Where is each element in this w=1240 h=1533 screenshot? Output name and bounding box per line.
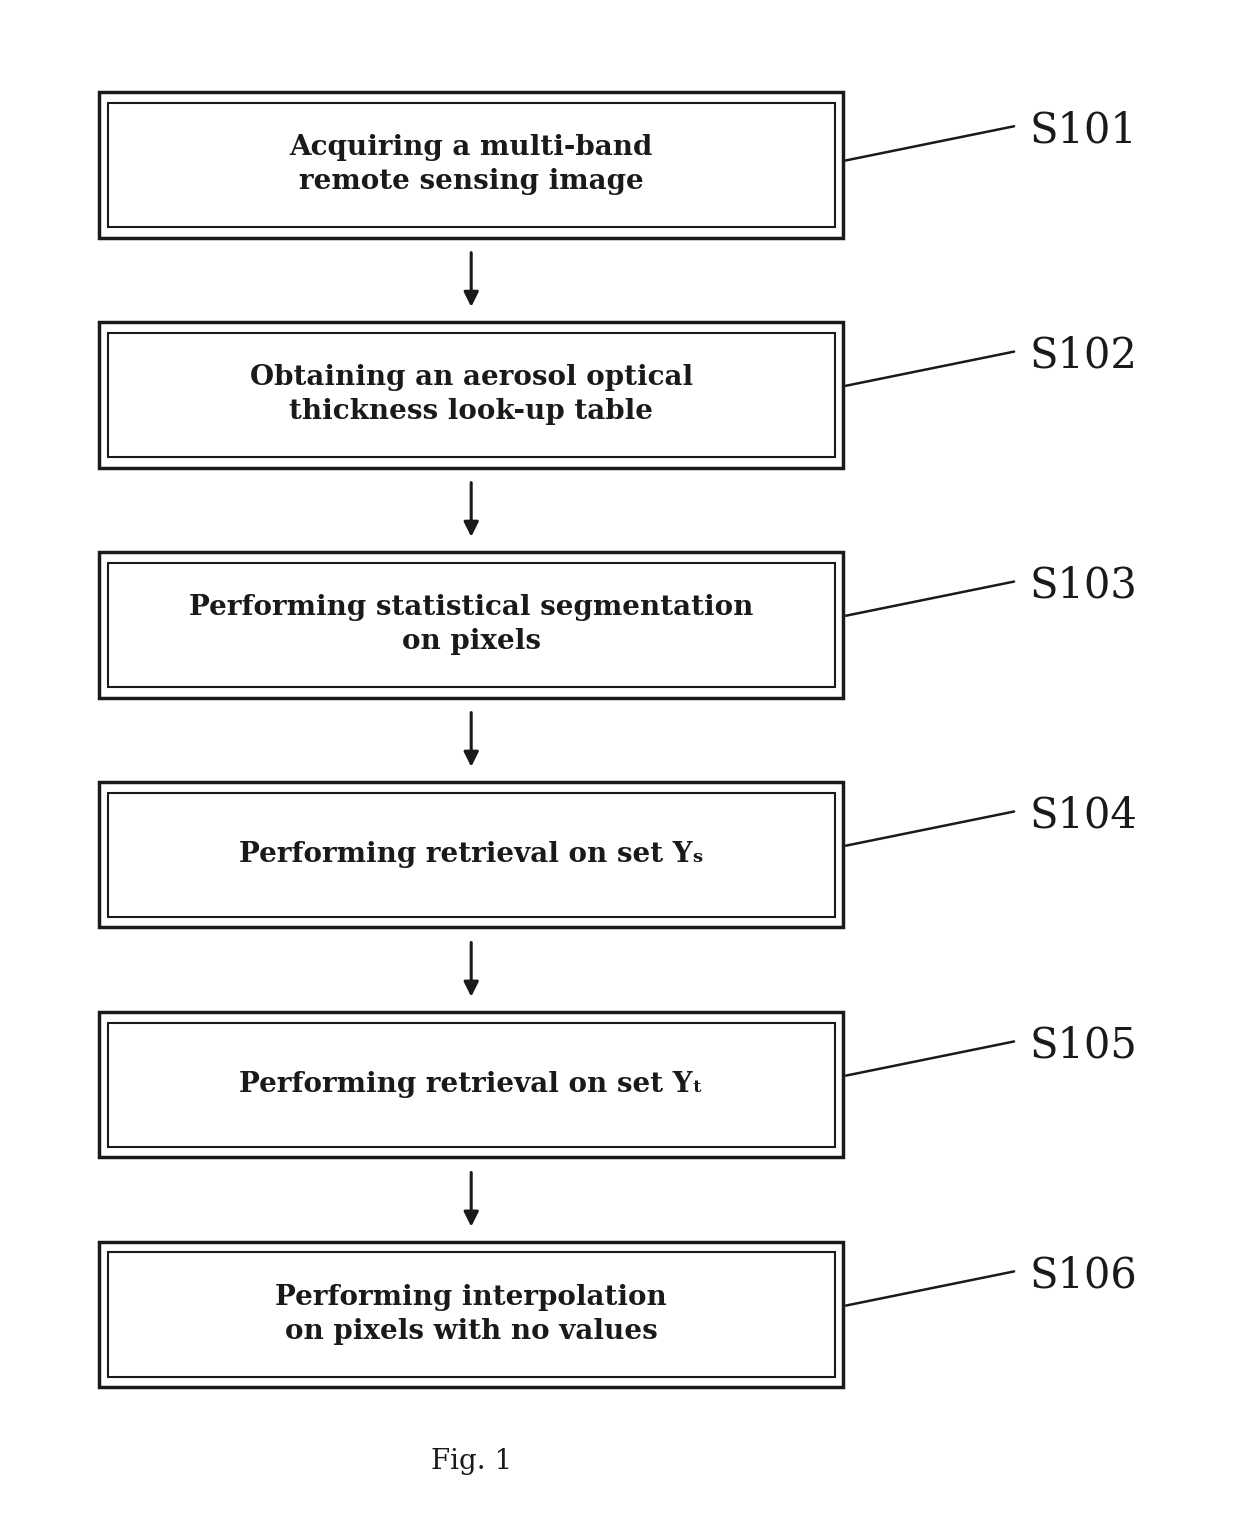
Text: S106: S106 [1029, 1254, 1137, 1297]
Bar [99, 1242, 843, 1387]
Text: Obtaining an aerosol optical
thickness look-up table: Obtaining an aerosol optical thickness l… [249, 363, 693, 426]
Bar [108, 1023, 835, 1147]
Text: Performing retrieval on set Yₜ: Performing retrieval on set Yₜ [239, 1072, 703, 1098]
Bar [108, 1252, 835, 1377]
Bar [108, 333, 835, 457]
Text: Performing interpolation
on pixels with no values: Performing interpolation on pixels with … [275, 1283, 667, 1346]
Bar [99, 552, 843, 698]
Bar [108, 563, 835, 687]
Text: Performing statistical segmentation
on pixels: Performing statistical segmentation on p… [188, 593, 754, 656]
Bar [99, 322, 843, 468]
Text: Performing retrieval on set Yₛ: Performing retrieval on set Yₛ [239, 842, 703, 868]
Bar [99, 782, 843, 927]
Bar [108, 793, 835, 917]
Text: Fig. 1: Fig. 1 [430, 1447, 512, 1475]
Text: S105: S105 [1029, 1024, 1137, 1067]
Text: S103: S103 [1029, 564, 1137, 607]
Text: S104: S104 [1029, 794, 1137, 837]
Bar [99, 1012, 843, 1157]
Text: S101: S101 [1029, 109, 1137, 152]
Bar [99, 92, 843, 238]
Text: Acquiring a multi-band
remote sensing image: Acquiring a multi-band remote sensing im… [289, 133, 653, 196]
Bar [108, 103, 835, 227]
Text: S102: S102 [1029, 334, 1137, 377]
